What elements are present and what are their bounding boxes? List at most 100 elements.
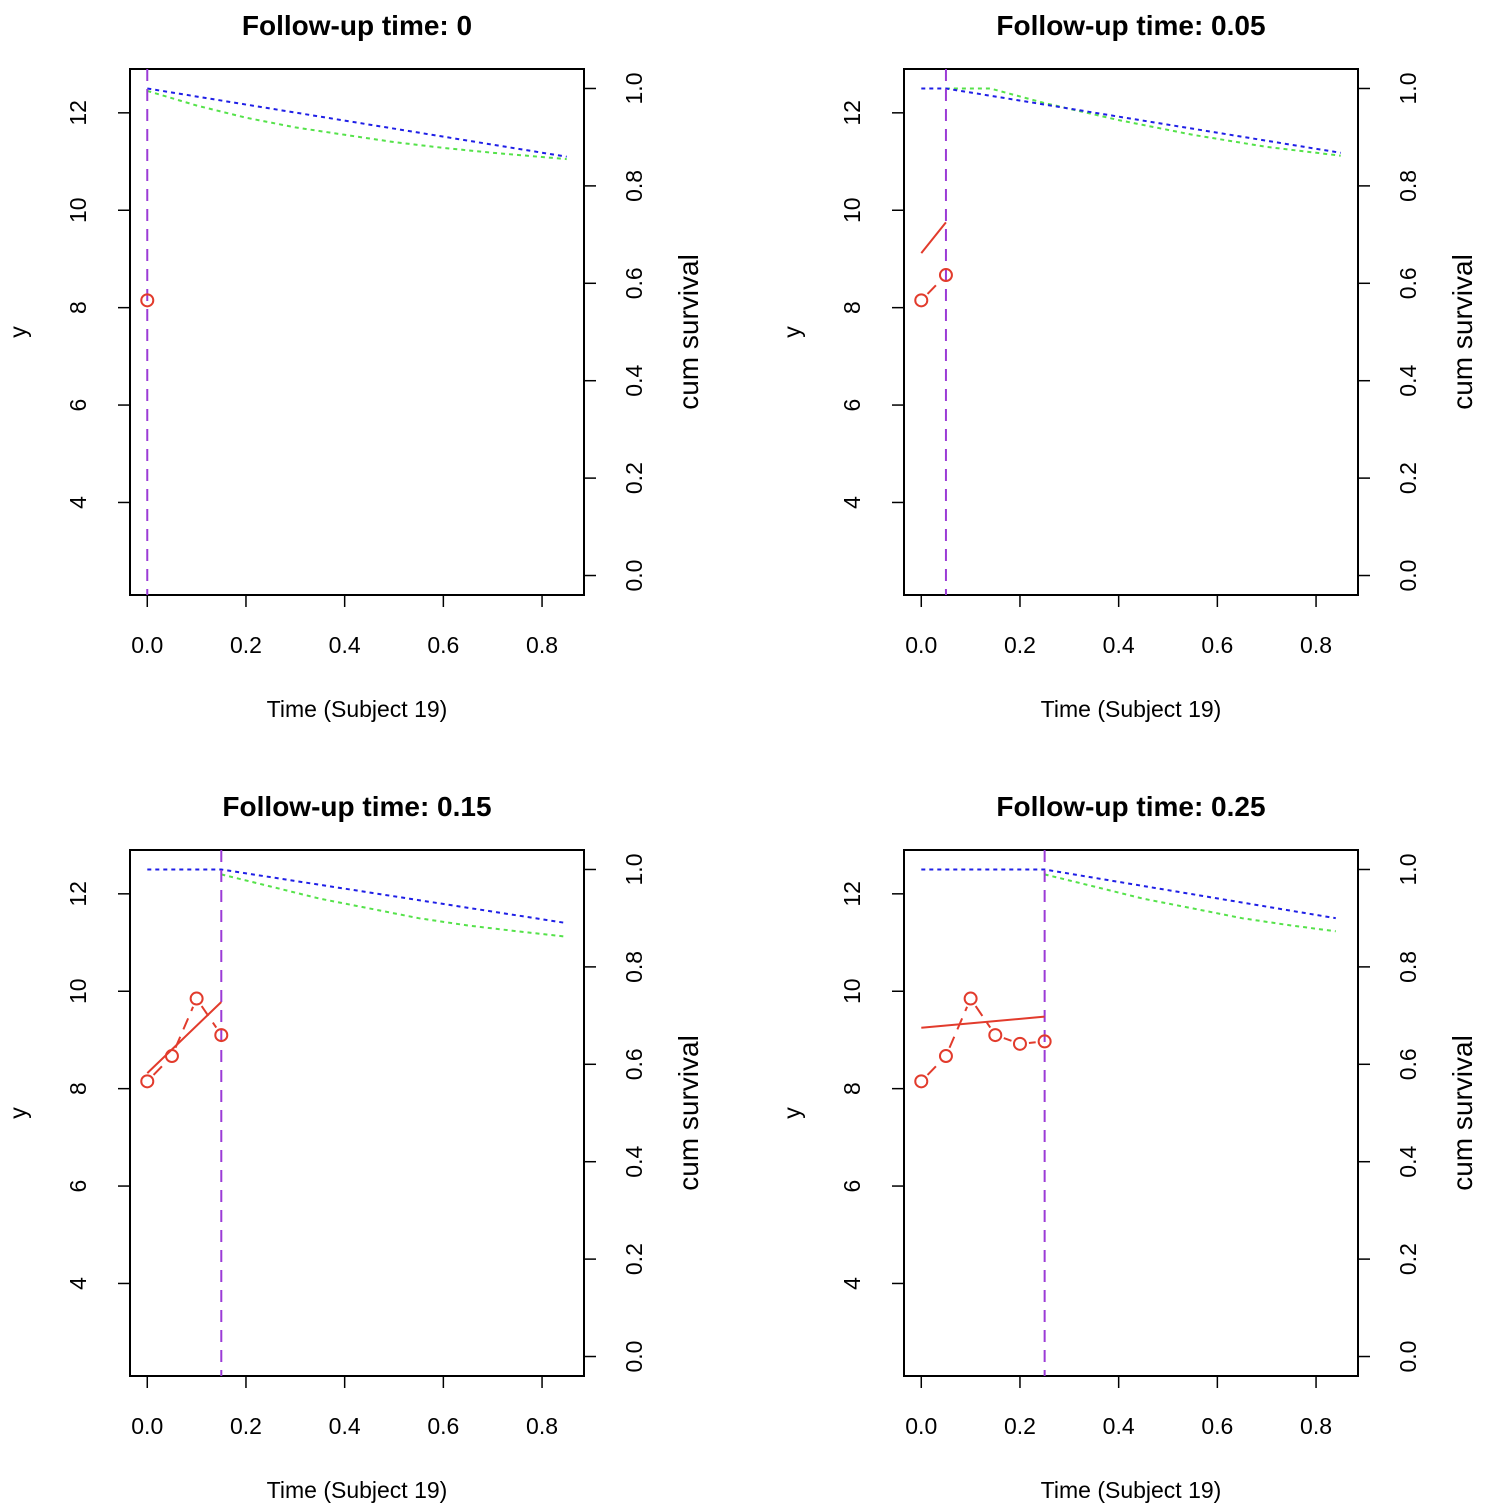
chart-title: Follow-up time: 0	[242, 10, 472, 41]
plot-frame	[903, 849, 1359, 1377]
y2-tick-label: 0.6	[1395, 267, 1421, 299]
y2-tick-label: 0.2	[621, 1243, 647, 1275]
y2-tick-label: 0.4	[1395, 1146, 1421, 1178]
survival-blue-line	[921, 868, 1336, 920]
observed-segment	[974, 1005, 992, 1029]
chart-title: Follow-up time: 0.05	[996, 10, 1265, 41]
observed-point	[914, 293, 929, 308]
y2-tick-label: 0.0	[621, 560, 647, 592]
x-tick-label: 0.6	[427, 632, 459, 658]
y2-tick-label: 0.4	[621, 1146, 647, 1178]
y-tick-label: 6	[65, 1180, 91, 1193]
y2-tick-label: 0.0	[1395, 1341, 1421, 1373]
survival-green-line	[945, 87, 1341, 157]
observed-segment	[200, 1005, 218, 1029]
observed-point	[214, 1028, 229, 1043]
x-tick-label: 0.4	[329, 1413, 361, 1439]
x-tick-label: 0.0	[905, 632, 937, 658]
y-tick-label: 6	[839, 1180, 865, 1193]
x-axis-label: Time (Subject 19)	[1041, 1477, 1222, 1503]
y-axis-label: y	[779, 326, 805, 338]
y2-tick-label: 0.8	[1395, 951, 1421, 983]
fitted-line	[146, 1001, 222, 1074]
observed-point	[963, 991, 978, 1006]
y-tick-label: 4	[839, 1277, 865, 1290]
y-tick-label: 8	[839, 301, 865, 314]
panel-0: Follow-up time: 0 0.0 0.2 0.4 0.6 0.8 4 6 8 10 12 0…	[5, 10, 704, 722]
y2-tick-label: 0.0	[1395, 560, 1421, 592]
observed-segment	[948, 1006, 968, 1049]
y2-tick-label: 0.0	[621, 1341, 647, 1373]
y-tick-label: 4	[65, 496, 91, 509]
y2-tick-label: 0.2	[1395, 1243, 1421, 1275]
observed-segment	[1003, 1037, 1012, 1042]
y2-axis-label: cum survival	[1447, 254, 1478, 410]
y-tick-label: 10	[839, 197, 865, 223]
observed-segment	[152, 1061, 167, 1076]
x-tick-label: 0.2	[1004, 632, 1036, 658]
x-tick-label: 0.8	[526, 632, 558, 658]
y-axis-label: y	[5, 1107, 31, 1119]
y2-tick-label: 0.8	[621, 170, 647, 202]
plot-frame	[129, 68, 585, 596]
observed-point	[988, 1028, 1003, 1043]
x-tick-label: 0.6	[1201, 1413, 1233, 1439]
y-tick-label: 4	[839, 496, 865, 509]
observed-segment	[926, 280, 941, 295]
y2-tick-label: 0.4	[621, 365, 647, 397]
plot-frame	[129, 849, 585, 1377]
y2-tick-label: 0.2	[1395, 462, 1421, 494]
x-tick-label: 0.2	[230, 1413, 262, 1439]
observed-segment	[926, 1061, 941, 1076]
survival-blue-line	[147, 87, 567, 158]
x-tick-label: 0.4	[1103, 632, 1135, 658]
observed-point	[189, 991, 204, 1006]
y-axis-label: y	[5, 326, 31, 338]
survival-green-line	[221, 873, 567, 938]
y2-axis-label: cum survival	[673, 254, 704, 410]
x-tick-label: 0.0	[131, 1413, 163, 1439]
x-tick-label: 0.8	[526, 1413, 558, 1439]
observed-point	[1012, 1036, 1027, 1051]
y-tick-label: 10	[65, 197, 91, 223]
y2-tick-label: 0.8	[1395, 170, 1421, 202]
x-tick-label: 0.8	[1300, 632, 1332, 658]
chart-title: Follow-up time: 0.15	[222, 791, 491, 822]
observed-point	[1037, 1034, 1052, 1049]
x-tick-label: 0.0	[131, 632, 163, 658]
panel-3: Follow-up time: 0.25 0.0 0.2 0.4 0.6 0.8 4 6 8 10…	[779, 791, 1478, 1503]
y2-tick-label: 0.6	[621, 267, 647, 299]
observed-point	[140, 1074, 155, 1089]
observed-point	[938, 1049, 953, 1064]
y2-tick-label: 0.2	[621, 462, 647, 494]
observed-point	[938, 268, 953, 283]
x-tick-label: 0.2	[230, 632, 262, 658]
x-tick-label: 0.2	[1004, 1413, 1036, 1439]
y-tick-label: 6	[65, 399, 91, 412]
observed-point	[914, 1074, 929, 1089]
y2-tick-label: 0.6	[1395, 1048, 1421, 1080]
y2-tick-label: 0.6	[621, 1048, 647, 1080]
x-tick-label: 0.0	[905, 1413, 937, 1439]
survival-green-line	[147, 89, 567, 161]
y-axis-label: y	[779, 1107, 805, 1119]
y-tick-label: 8	[65, 301, 91, 314]
y-tick-label: 12	[839, 881, 865, 907]
x-tick-label: 0.8	[1300, 1413, 1332, 1439]
y2-tick-label: 1.0	[621, 72, 647, 104]
panel-1: Follow-up time: 0.05 0.0 0.2 0.4 0.6 0.8 4 6 8 10…	[779, 10, 1478, 722]
x-tick-label: 0.4	[1103, 1413, 1135, 1439]
y-tick-label: 12	[839, 100, 865, 126]
fitted-line	[920, 221, 947, 254]
x-axis-label: Time (Subject 19)	[1041, 696, 1222, 722]
y-tick-label: 10	[65, 978, 91, 1004]
observed-point	[140, 293, 155, 308]
fitted-line	[921, 1015, 1045, 1029]
x-axis-label: Time (Subject 19)	[267, 1477, 448, 1503]
x-axis-label: Time (Subject 19)	[267, 696, 448, 722]
chart-title: Follow-up time: 0.25	[996, 791, 1265, 822]
panel-2: Follow-up time: 0.15 0.0 0.2 0.4 0.6 0.8 4 6 8 10…	[5, 791, 704, 1503]
y2-axis-label: cum survival	[1447, 1035, 1478, 1191]
y2-tick-label: 1.0	[1395, 72, 1421, 104]
